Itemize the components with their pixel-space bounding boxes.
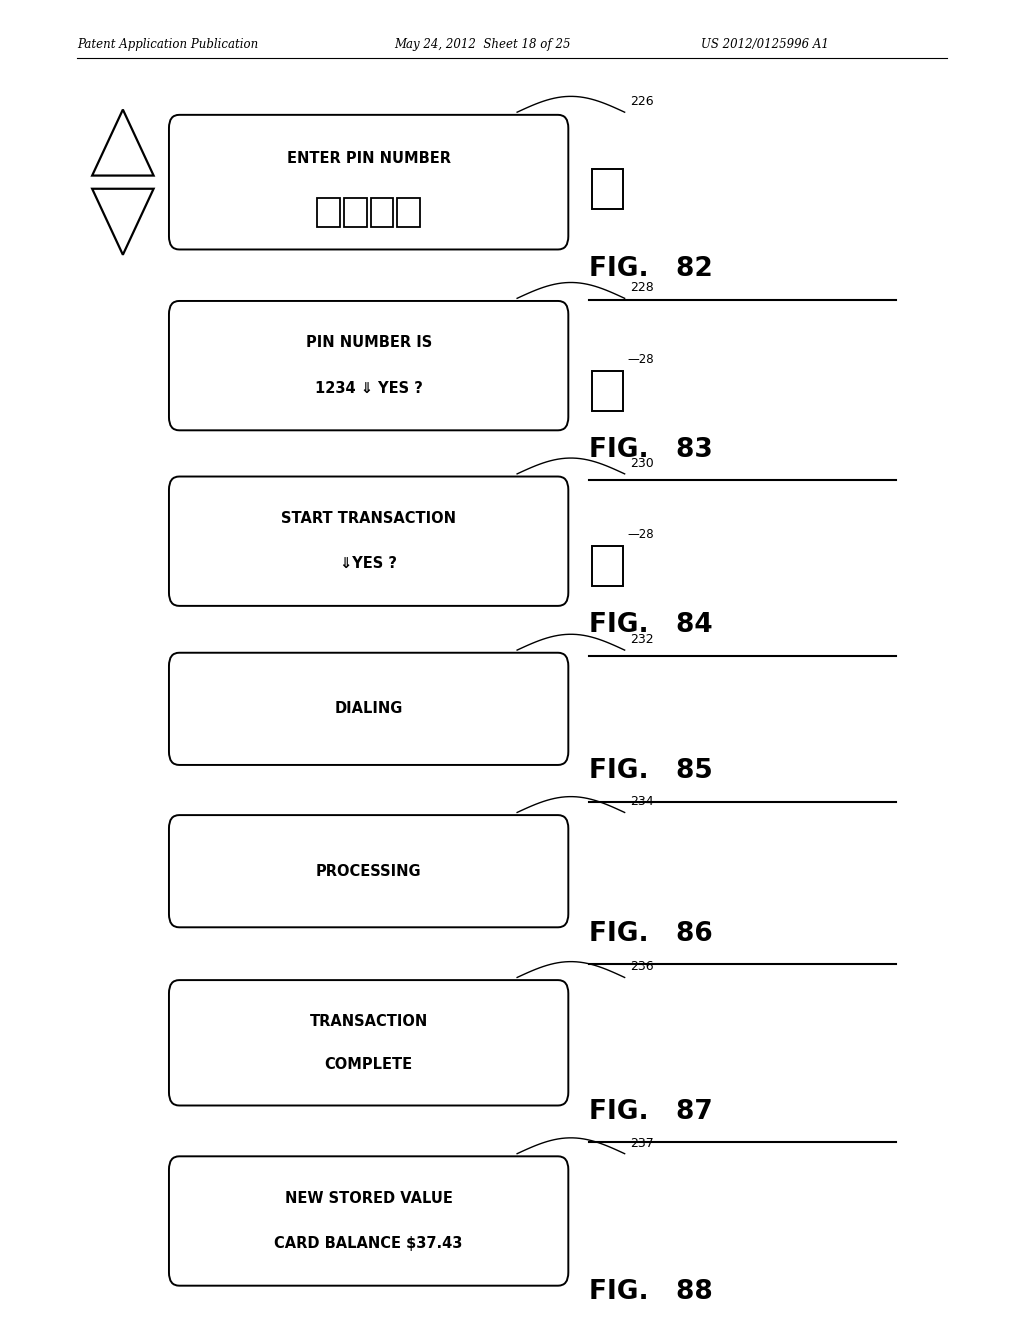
Bar [317,198,340,227]
Text: US 2012/0125996 A1: US 2012/0125996 A1 [701,38,829,51]
Bar [344,198,367,227]
Text: Patent Application Publication: Patent Application Publication [77,38,258,51]
Text: 236: 236 [630,961,653,973]
Text: FIG.   84: FIG. 84 [589,612,713,639]
Bar [592,371,623,411]
FancyBboxPatch shape [169,477,568,606]
Text: —28: —28 [628,528,654,541]
Text: PROCESSING: PROCESSING [315,863,422,879]
Text: CARD BALANCE $37.43: CARD BALANCE $37.43 [274,1236,463,1251]
Bar [592,169,623,209]
Text: TRANSACTION: TRANSACTION [309,1014,428,1028]
Text: START TRANSACTION: START TRANSACTION [282,511,456,527]
Text: FIG.   87: FIG. 87 [589,1098,713,1125]
Text: FIG.   86: FIG. 86 [589,921,713,946]
Text: FIG.   83: FIG. 83 [589,437,713,463]
Text: 234: 234 [630,796,653,808]
FancyBboxPatch shape [169,1156,568,1286]
Text: ⇓YES ?: ⇓YES ? [340,556,397,572]
Text: PIN NUMBER IS: PIN NUMBER IS [305,335,432,351]
Text: NEW STORED VALUE: NEW STORED VALUE [285,1191,453,1206]
Text: 226: 226 [630,95,653,108]
FancyBboxPatch shape [169,653,568,766]
Text: 237: 237 [630,1137,653,1150]
Text: FIG.   82: FIG. 82 [589,256,713,282]
Text: FIG.   85: FIG. 85 [589,758,713,784]
Text: ENTER PIN NUMBER: ENTER PIN NUMBER [287,150,451,166]
Text: —28: —28 [628,352,654,366]
FancyBboxPatch shape [169,979,568,1106]
Text: 232: 232 [630,634,653,645]
Text: 230: 230 [630,457,653,470]
Text: DIALING: DIALING [335,701,402,717]
FancyBboxPatch shape [169,814,568,927]
Text: May 24, 2012  Sheet 18 of 25: May 24, 2012 Sheet 18 of 25 [394,38,570,51]
FancyBboxPatch shape [169,301,568,430]
Text: 228: 228 [630,281,653,294]
Bar [592,546,623,586]
Bar [397,198,420,227]
FancyBboxPatch shape [169,115,568,249]
Text: COMPLETE: COMPLETE [325,1057,413,1072]
Text: FIG.   88: FIG. 88 [589,1279,713,1305]
Text: 1234 ⇓ YES ?: 1234 ⇓ YES ? [314,380,423,396]
Bar [371,198,393,227]
